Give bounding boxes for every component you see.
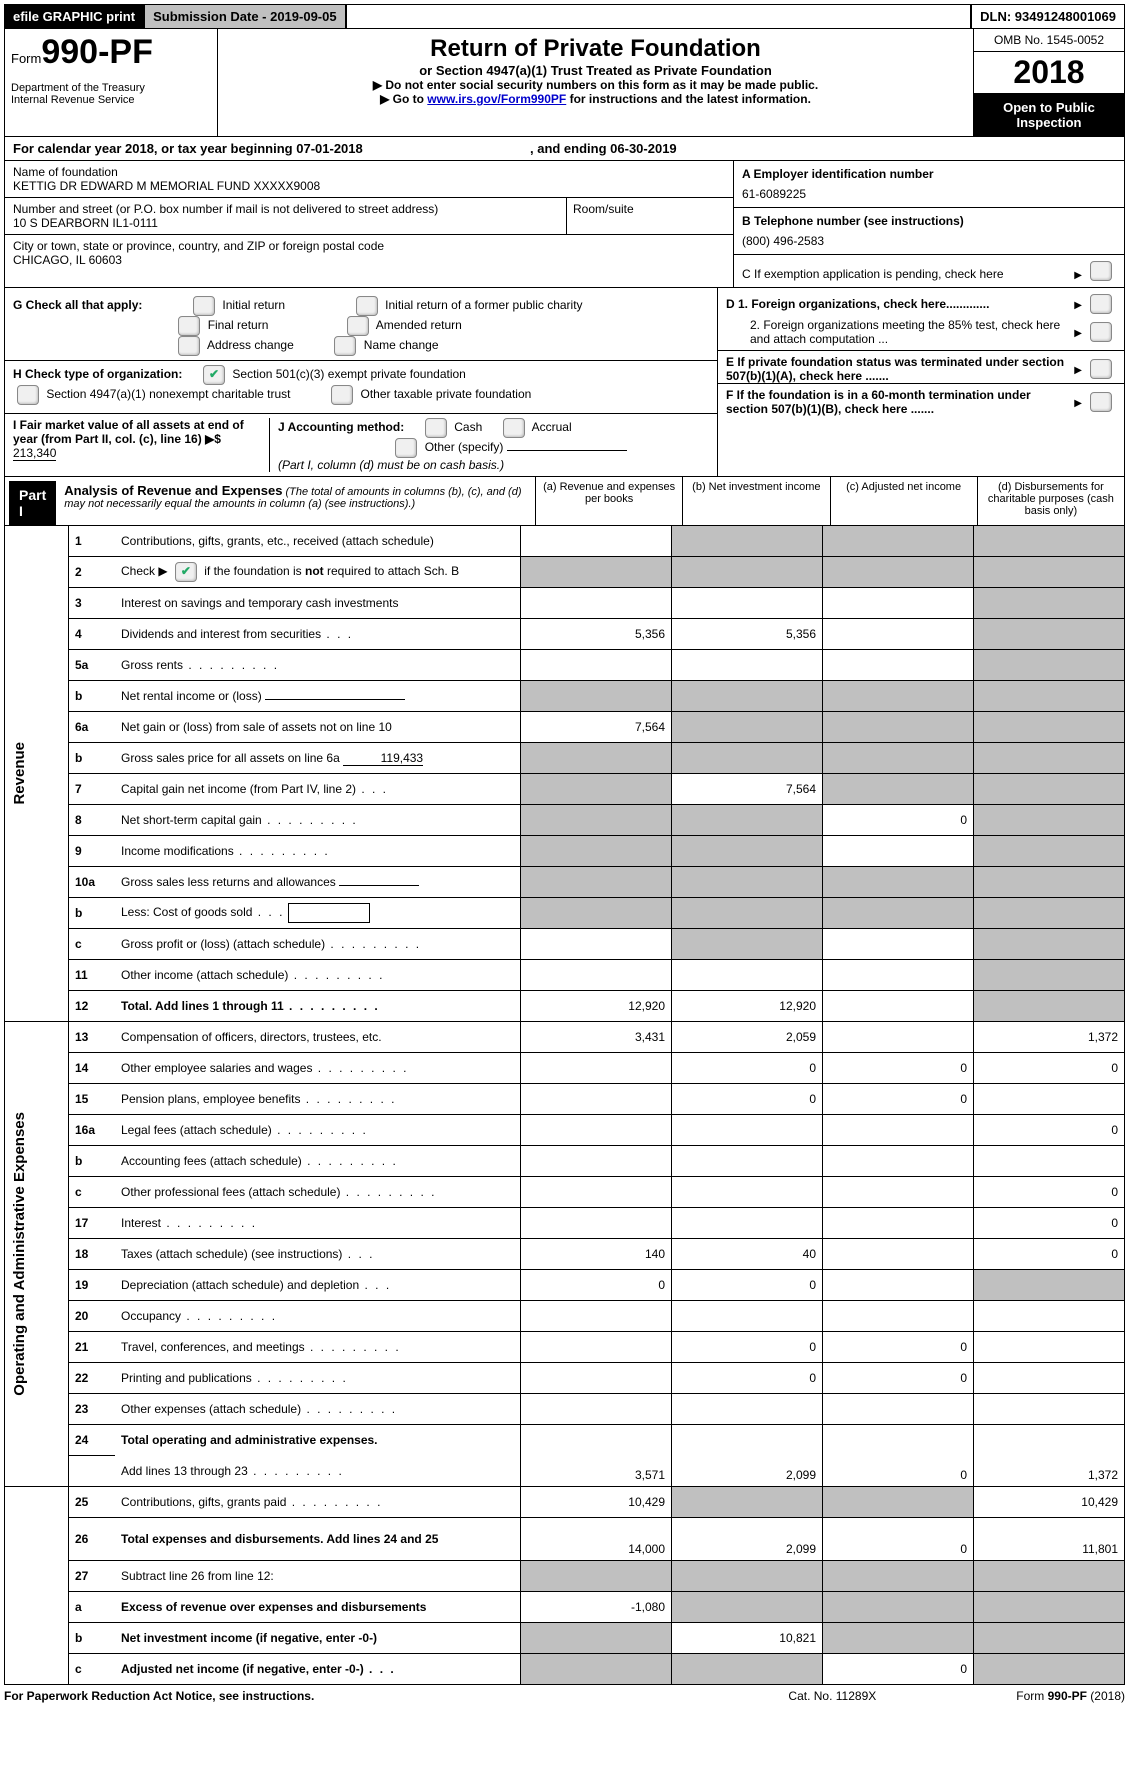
footer-right: Form 990-PF (2018): [1016, 1689, 1125, 1703]
foundation-name: KETTIG DR EDWARD M MEMORIAL FUND XXXXX90…: [13, 179, 725, 193]
g-row: G Check all that apply: Initial return I…: [13, 296, 709, 356]
checkbox-g4[interactable]: [347, 316, 369, 336]
c-label: C If exemption application is pending, c…: [742, 267, 1070, 281]
street-label: Number and street (or P.O. box number if…: [13, 202, 566, 216]
checkbox-d1[interactable]: [1090, 294, 1112, 314]
checkbox-c[interactable]: [1090, 261, 1112, 281]
checkbox-g1[interactable]: [193, 296, 215, 316]
ein: 61-6089225: [742, 187, 1116, 201]
submission-date: Submission Date - 2019-09-05: [144, 4, 346, 29]
tax-year: 2018: [974, 52, 1124, 94]
col-a: (a) Revenue and expenses per books: [535, 477, 682, 525]
arrow-icon: [1070, 325, 1086, 339]
footer-left: For Paperwork Reduction Act Notice, see …: [4, 1689, 788, 1703]
check-block: G Check all that apply: Initial return I…: [4, 288, 1125, 477]
dln: DLN: 93491248001069: [971, 4, 1125, 29]
checkbox-j2[interactable]: [503, 418, 525, 438]
checkbox-g2[interactable]: [356, 296, 378, 316]
d2: 2. Foreign organizations meeting the 85%…: [726, 318, 1070, 346]
expenses-label: Operating and Administrative Expenses: [11, 1112, 28, 1396]
goto: ▶ Go to www.irs.gov/Form990PF for instru…: [224, 92, 967, 106]
room-label: Room/suite: [566, 198, 733, 234]
phone-label: B Telephone number (see instructions): [742, 214, 964, 228]
ij-row: I Fair market value of all assets at end…: [5, 413, 717, 476]
form-header: Form990-PF Department of the Treasury In…: [4, 29, 1125, 137]
col-b: (b) Net investment income: [682, 477, 829, 525]
arrow-icon: [1070, 267, 1086, 281]
irs-link[interactable]: www.irs.gov/Form990PF: [427, 92, 566, 106]
checkbox-d2[interactable]: [1090, 322, 1112, 342]
open-inspection: Open to Public Inspection: [974, 94, 1124, 136]
footer: For Paperwork Reduction Act Notice, see …: [4, 1685, 1125, 1707]
d1: D 1. Foreign organizations, check here..…: [726, 297, 1070, 311]
checkbox-j1[interactable]: [425, 418, 447, 438]
e: E If private foundation status was termi…: [726, 355, 1070, 383]
checkbox-h3[interactable]: [331, 385, 353, 405]
street: 10 S DEARBORN IL1-0111: [13, 216, 566, 230]
checkbox-f[interactable]: [1090, 392, 1112, 412]
efile-label: efile GRAPHIC print: [4, 4, 144, 29]
checkbox-h1[interactable]: [203, 365, 225, 385]
calendar-year: For calendar year 2018, or tax year begi…: [4, 137, 1125, 161]
f: F If the foundation is in a 60-month ter…: [726, 388, 1070, 416]
city: CHICAGO, IL 60603: [13, 253, 725, 267]
dept2: Internal Revenue Service: [11, 94, 211, 106]
part1-tag: Part I: [9, 481, 56, 525]
arrow-icon: [1070, 362, 1086, 376]
part1-header: Part I Analysis of Revenue and Expenses …: [4, 477, 1125, 526]
form-number: Form990-PF: [11, 33, 211, 72]
checkbox-schb[interactable]: [175, 562, 197, 582]
phone: (800) 496-2583: [742, 234, 1116, 248]
name-label: Name of foundation: [13, 165, 725, 179]
col-c: (c) Adjusted net income: [830, 477, 977, 525]
revenue-label: Revenue: [11, 742, 28, 805]
warn: ▶ Do not enter social security numbers o…: [373, 78, 818, 92]
col-d: (d) Disbursements for charitable purpose…: [977, 477, 1124, 525]
part1-title: Analysis of Revenue and Expenses: [64, 483, 282, 498]
part1-table: Revenue 1Contributions, gifts, grants, e…: [4, 526, 1125, 1685]
h-row: H Check type of organization: Section 50…: [5, 360, 717, 409]
checkbox-h2[interactable]: [17, 385, 39, 405]
info-block: Name of foundation KETTIG DR EDWARD M ME…: [4, 161, 1125, 288]
checkbox-g3[interactable]: [178, 316, 200, 336]
city-label: City or town, state or province, country…: [13, 239, 725, 253]
checkbox-j3[interactable]: [395, 438, 417, 458]
omb: OMB No. 1545-0052: [974, 29, 1124, 52]
arrow-icon: [1070, 297, 1086, 311]
arrow-icon: [1070, 395, 1086, 409]
checkbox-g5[interactable]: [178, 336, 200, 356]
topbar: efile GRAPHIC print Submission Date - 20…: [4, 4, 1125, 29]
checkbox-e[interactable]: [1090, 359, 1112, 379]
form-title: Return of Private Foundation: [224, 35, 967, 63]
checkbox-g6[interactable]: [334, 336, 356, 356]
footer-cat: Cat. No. 11289X: [788, 1689, 876, 1703]
dept1: Department of the Treasury: [11, 82, 211, 94]
spacer: [346, 4, 972, 29]
form-subtitle: or Section 4947(a)(1) Trust Treated as P…: [224, 63, 967, 78]
ein-label: A Employer identification number: [742, 167, 934, 181]
